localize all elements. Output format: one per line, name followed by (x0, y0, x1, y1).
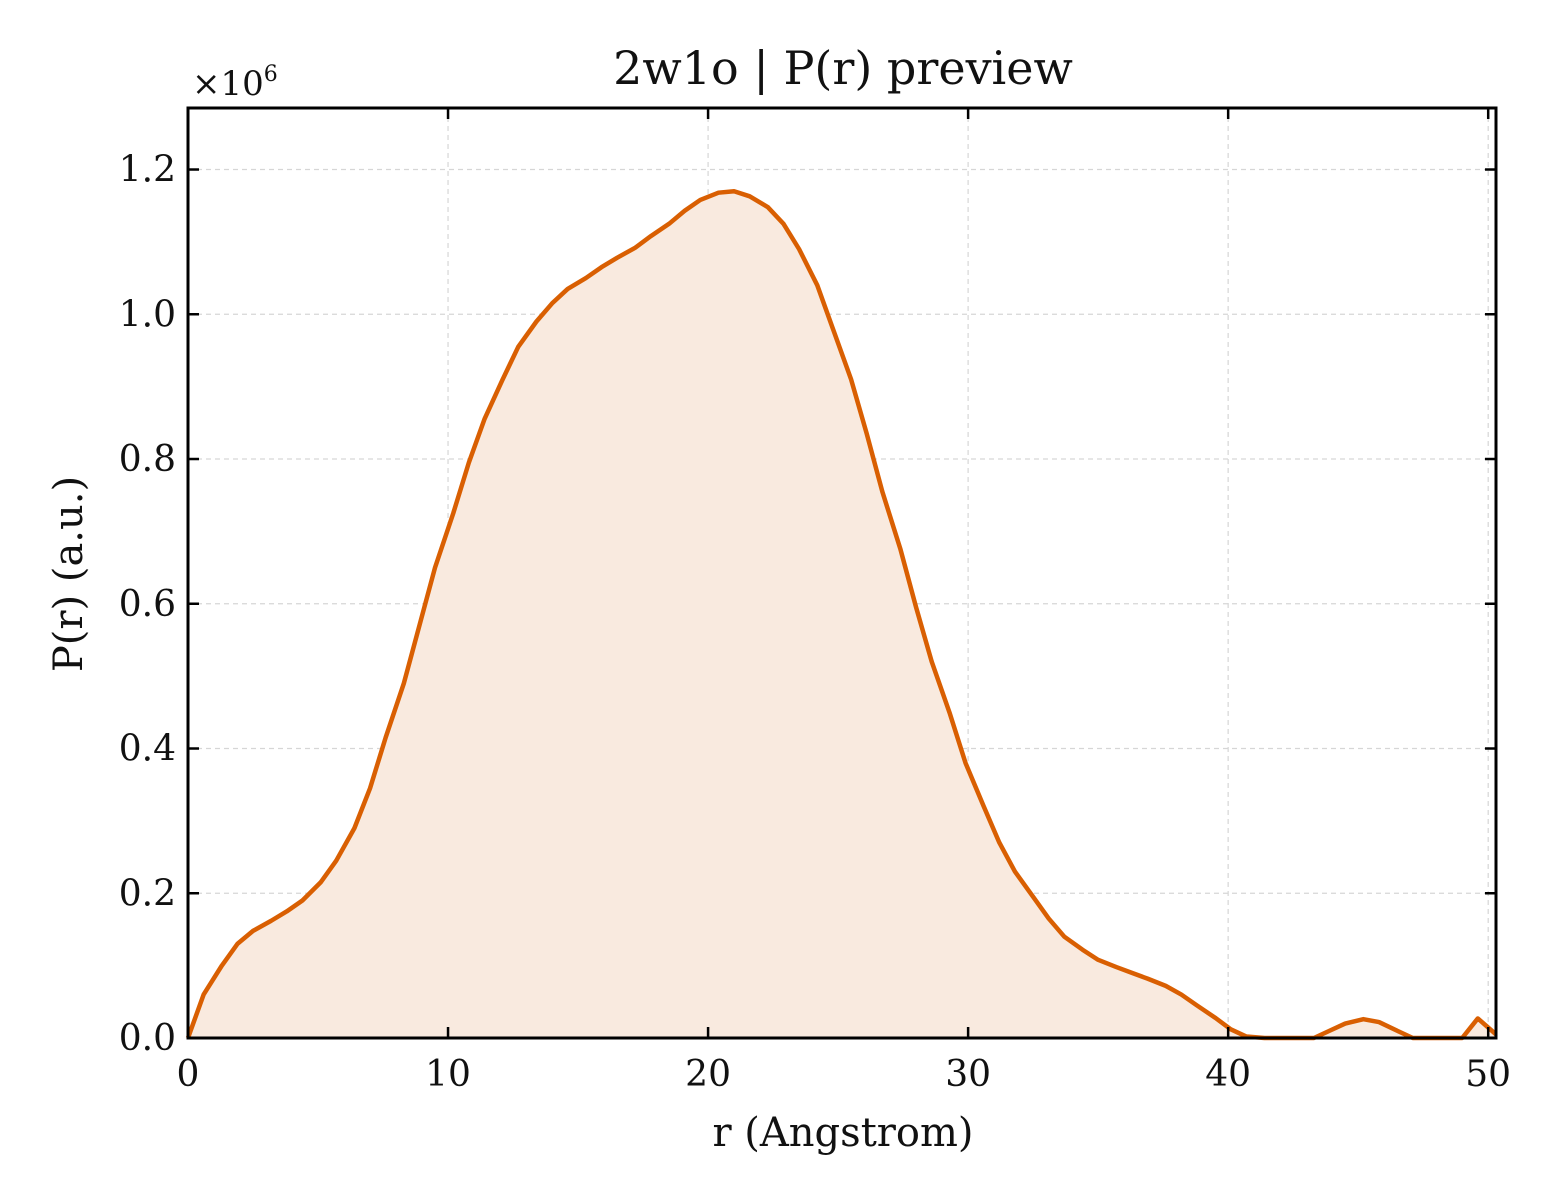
y-tick-label: 1.2 (119, 150, 176, 191)
y-tick-label: 0.0 (119, 1018, 176, 1059)
y-tick-label: 1.0 (119, 294, 176, 335)
x-axis-label: r (Angstrom) (712, 1110, 973, 1156)
grid-lines (188, 108, 1496, 1038)
x-tick-label: 40 (1205, 1054, 1251, 1095)
y-axis-label: P(r) (a.u.) (46, 476, 92, 672)
tick-marks (186, 108, 1496, 1040)
x-tick-label: 30 (945, 1054, 991, 1095)
x-tick-label: 0 (177, 1054, 200, 1095)
y-tick-label: 0.6 (119, 584, 176, 625)
y-multiplier-base: ×10 (192, 64, 264, 104)
y-multiplier-label: ×106 (192, 62, 278, 104)
y-tick-labels: 0.0 0.2 0.4 0.6 0.8 1.0 1.2 (119, 150, 176, 1059)
x-tick-label: 50 (1465, 1054, 1511, 1095)
pr-area-fill (188, 191, 1496, 1039)
chart-title: 2w1o | P(r) preview (613, 41, 1073, 95)
x-tick-label: 10 (425, 1054, 471, 1095)
y-tick-label: 0.2 (119, 873, 176, 914)
y-tick-label: 0.4 (119, 729, 176, 770)
y-tick-label: 0.8 (119, 439, 176, 480)
axes-frame (186, 106, 1498, 1040)
x-tick-labels: 0 10 20 30 40 50 (177, 1054, 1512, 1095)
y-multiplier-exponent: 6 (264, 62, 278, 87)
x-tick-label: 20 (685, 1054, 731, 1095)
